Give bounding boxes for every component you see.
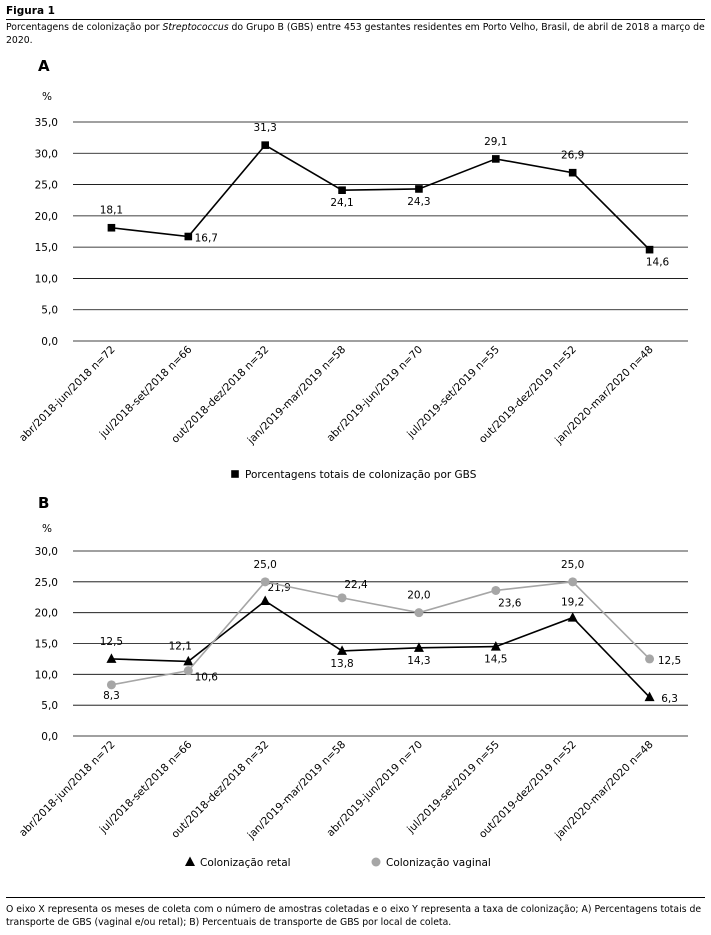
y-tick-label: 15,0	[35, 242, 58, 254]
y-tick-label: 35,0	[35, 117, 58, 129]
legend-marker	[371, 857, 381, 867]
legend-marker	[231, 470, 239, 478]
y-axis-label: %	[42, 523, 52, 535]
y-tick-label: 0,0	[41, 336, 58, 348]
caption-prefix: Porcentagens de colonização por	[6, 22, 163, 33]
data-point	[107, 223, 116, 232]
data-label: 14,3	[407, 655, 430, 667]
data-point	[644, 691, 655, 702]
data-point	[490, 641, 501, 651]
data-label: 24,1	[330, 197, 353, 209]
data-label: 25,0	[253, 559, 276, 571]
data-point	[415, 185, 423, 193]
data-label: 12,5	[658, 655, 681, 667]
data-label: 10,6	[195, 672, 219, 684]
y-tick-label: 25,0	[35, 577, 58, 589]
data-label: 19,2	[561, 597, 584, 609]
data-label: 14,5	[484, 654, 507, 666]
data-label: 12,5	[100, 636, 123, 648]
data-label: 26,9	[561, 150, 584, 162]
data-label: 16,7	[195, 233, 218, 245]
legend-label: Porcentagens totais de colonização por G…	[245, 469, 477, 481]
panel-label: A	[38, 57, 50, 75]
caption-italic: Streptococcus	[162, 22, 229, 33]
data-point	[491, 585, 501, 595]
data-point	[337, 645, 348, 655]
data-label: 21,9	[267, 582, 290, 594]
y-tick-label: 20,0	[35, 211, 58, 223]
y-tick-label: 10,0	[35, 273, 58, 285]
data-point	[260, 595, 271, 605]
y-tick-label: 25,0	[35, 180, 58, 192]
data-point	[645, 245, 654, 254]
series-line	[111, 599, 651, 698]
data-point	[338, 186, 346, 195]
y-tick-label: 5,0	[41, 700, 58, 712]
data-label: 14,6	[646, 257, 670, 269]
footnote-top-rule	[6, 897, 705, 898]
series-line	[111, 144, 651, 251]
data-point	[183, 655, 194, 666]
data-point	[568, 577, 578, 587]
data-label: 31,3	[253, 122, 276, 134]
figure-footnote: O eixo X representa os meses de coleta c…	[6, 904, 702, 928]
y-tick-label: 0,0	[41, 731, 58, 743]
data-label: 29,1	[484, 136, 507, 148]
y-tick-label: 20,0	[35, 608, 58, 620]
data-point	[184, 232, 193, 241]
chart-panel-b: B%0,05,010,015,020,025,030,0abr/2018-jun…	[17, 494, 688, 869]
data-point	[414, 608, 424, 618]
caption-suffix: do Grupo B (GBS) entre 453 gestantes res…	[6, 22, 705, 46]
legend-marker	[185, 856, 195, 866]
chart-panel-a: A%0,05,010,015,020,025,030,035,0abr/2018…	[17, 57, 688, 481]
data-point	[183, 666, 193, 676]
data-point	[413, 642, 424, 652]
y-tick-label: 15,0	[35, 639, 58, 651]
data-label: 20,0	[407, 590, 430, 602]
data-point	[106, 653, 117, 663]
y-tick-label: 30,0	[35, 546, 58, 558]
data-label: 6,3	[661, 693, 678, 705]
data-label: 25,0	[561, 559, 584, 571]
y-tick-label: 5,0	[41, 305, 58, 317]
legend-label: Colonização retal	[200, 857, 291, 869]
data-label: 24,3	[407, 196, 430, 208]
data-point	[645, 654, 655, 664]
figure-label: Figura 1	[6, 5, 55, 17]
data-point	[567, 612, 578, 622]
panel-label: B	[38, 494, 49, 512]
data-point	[337, 593, 347, 603]
data-label: 18,1	[100, 205, 123, 217]
data-label: 8,3	[103, 690, 120, 702]
data-label: 13,8	[330, 658, 353, 670]
series-line	[111, 580, 651, 686]
data-label: 12,1	[169, 640, 192, 652]
data-point	[568, 168, 577, 177]
caption-top-rule	[6, 19, 705, 20]
y-tick-label: 30,0	[35, 148, 58, 160]
y-axis-label: %	[42, 91, 52, 103]
data-point	[106, 680, 116, 690]
data-label: 23,6	[498, 597, 522, 609]
legend-label: Colonização vaginal	[386, 857, 491, 869]
data-point	[492, 155, 500, 163]
figure-caption: Porcentagens de colonização por Streptoc…	[6, 22, 705, 47]
data-point	[260, 577, 270, 587]
data-label: 22,4	[344, 579, 368, 591]
y-tick-label: 10,0	[35, 669, 58, 681]
data-point	[261, 141, 269, 149]
